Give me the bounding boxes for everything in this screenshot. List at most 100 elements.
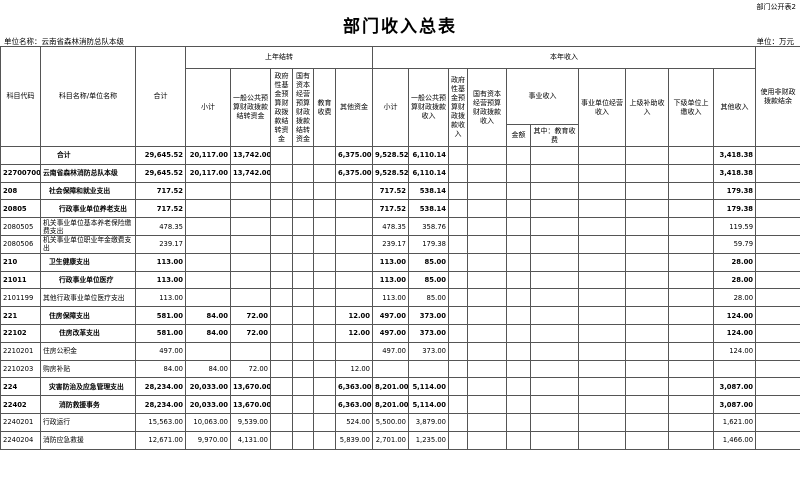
amount-cell	[313, 199, 336, 219]
amount-cell	[185, 252, 231, 272]
amount-cell: 3,418.38	[712, 146, 757, 165]
amount-cell	[313, 341, 336, 361]
amount-cell	[313, 234, 336, 254]
amount-cell	[335, 181, 373, 201]
amount-cell	[578, 163, 626, 183]
name-cell: 灾害防治及应急管理支出	[40, 377, 136, 397]
amount-cell: 6,110.14	[408, 163, 449, 183]
table-row: 2101199 其他行政事业单位医疗支出 113.00 113.00 85.00 28.0…	[0, 288, 800, 308]
code-cell: 2080505	[0, 217, 41, 236]
amount-cell: 1,235.00	[408, 430, 449, 450]
amount-cell	[578, 217, 626, 236]
amount-cell	[185, 288, 231, 308]
amount-cell	[313, 377, 336, 397]
amount-cell	[668, 146, 714, 165]
amount-cell: 119.59	[712, 217, 757, 236]
table-row: 224 灾害防治及应急管理支出 28,234.00 20,033.00 13,670.0…	[0, 377, 800, 397]
amount-cell: 3,087.00	[712, 377, 757, 397]
amount-cell	[530, 217, 579, 236]
amount-cell	[530, 359, 579, 379]
table-row: 2240204 消防应急救援 12,671.00 9,970.00 4,131.00 5,…	[0, 430, 800, 450]
amount-cell	[506, 234, 531, 254]
amount-cell	[230, 288, 271, 308]
amount-cell	[506, 430, 531, 450]
amount-cell	[292, 146, 314, 165]
amount-cell: 85.00	[408, 288, 449, 308]
amount-cell	[578, 341, 626, 361]
header-group: 事业收入	[506, 68, 579, 125]
amount-cell	[506, 377, 531, 397]
amount-cell	[230, 341, 271, 361]
amount-cell	[467, 163, 507, 183]
amount-cell	[755, 234, 800, 254]
amount-cell: 20,033.00	[185, 395, 231, 414]
amount-cell: 6,375.00	[335, 146, 373, 165]
amount-cell: 179.38	[712, 181, 757, 201]
name-cell: 消防应急救援	[40, 430, 136, 450]
amount-cell	[467, 306, 507, 325]
amount-cell: 84.00	[185, 359, 231, 379]
amount-cell	[506, 341, 531, 361]
amount-cell: 28,234.00	[135, 395, 186, 414]
header-cell: 其他资金	[335, 68, 373, 147]
amount-cell	[230, 234, 271, 254]
table-row: 210 卫生健康支出 113.00 113.00 85.00 28.00	[0, 252, 800, 272]
amount-cell: 12.00	[335, 323, 373, 343]
name-cell: 住房公积金	[40, 341, 136, 361]
name-cell: 行政运行	[40, 412, 136, 432]
amount-cell	[668, 430, 714, 450]
amount-cell: 497.00	[372, 341, 409, 361]
amount-cell	[506, 359, 531, 379]
amount-cell: 5,500.00	[372, 412, 409, 432]
amount-cell	[270, 430, 293, 450]
amount-cell	[270, 377, 293, 397]
code-cell: 208	[0, 181, 41, 201]
amount-cell	[506, 163, 531, 183]
name-cell: 合计	[40, 146, 136, 165]
amount-cell	[335, 234, 373, 254]
table-row: 227007001云南省森林消防总队本级29,645.5220,117.0013…	[0, 163, 800, 183]
amount-cell	[668, 377, 714, 397]
amount-cell	[530, 377, 579, 397]
amount-cell	[755, 146, 800, 165]
name-cell: 机关事业单位职业年金缴费支出	[40, 234, 136, 254]
amount-cell: 28.00	[712, 288, 757, 308]
amount-cell	[335, 252, 373, 272]
amount-cell: 28.00	[712, 252, 757, 272]
amount-cell	[313, 395, 336, 414]
amount-cell	[270, 359, 293, 379]
amount-cell: 717.52	[372, 181, 409, 201]
amount-cell	[448, 377, 468, 397]
amount-cell	[313, 288, 336, 308]
amount-cell: 113.00	[372, 288, 409, 308]
amount-cell	[755, 181, 800, 201]
table-row: 2240201 行政运行 15,563.00 10,063.00 9,539.00 524…	[0, 412, 800, 432]
amount-cell	[313, 181, 336, 201]
code-cell: 2210203	[0, 359, 41, 379]
amount-cell: 84.00	[185, 323, 231, 343]
amount-cell	[530, 288, 579, 308]
amount-cell	[448, 163, 468, 183]
header-cell: 上级补助收入	[625, 68, 669, 147]
amount-cell: 3,879.00	[408, 412, 449, 432]
amount-cell: 6,110.14	[408, 146, 449, 165]
amount-cell	[270, 395, 293, 414]
amount-cell	[668, 288, 714, 308]
header-group: 本年收入	[371, 46, 757, 69]
amount-cell	[230, 252, 271, 272]
amount-cell	[755, 199, 800, 219]
amount-cell	[313, 412, 336, 432]
code-cell: 221	[0, 306, 41, 325]
amount-cell	[530, 430, 579, 450]
amount-cell	[335, 217, 373, 236]
amount-cell	[467, 270, 507, 290]
amount-cell	[578, 359, 626, 379]
name-cell: 住房保障支出	[40, 306, 136, 325]
amount-cell: 8,201.00	[372, 377, 409, 397]
amount-cell	[270, 288, 293, 308]
amount-cell	[625, 199, 669, 219]
amount-cell: 6,363.00	[335, 377, 373, 397]
amount-cell	[578, 146, 626, 165]
amount-cell: 373.00	[408, 323, 449, 343]
amount-cell	[313, 430, 336, 450]
